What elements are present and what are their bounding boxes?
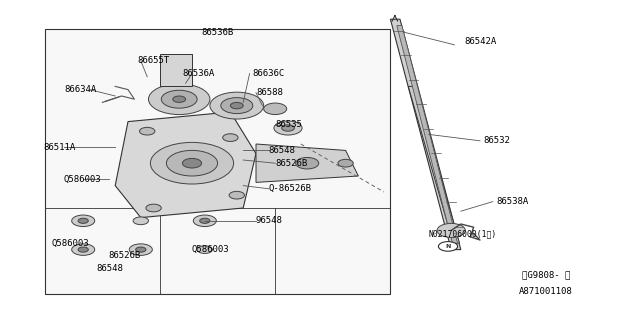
- Text: N: N: [445, 244, 451, 249]
- Text: Q586003: Q586003: [64, 175, 102, 184]
- Circle shape: [200, 218, 210, 223]
- Circle shape: [438, 242, 458, 251]
- Circle shape: [173, 96, 186, 102]
- Text: 86535: 86535: [275, 120, 302, 129]
- Circle shape: [230, 102, 243, 109]
- Circle shape: [274, 121, 302, 135]
- Text: Q-86526B: Q-86526B: [269, 184, 312, 193]
- Text: 86542A: 86542A: [464, 37, 496, 46]
- Text: Q586003: Q586003: [192, 245, 230, 254]
- Circle shape: [223, 134, 238, 141]
- Text: 86532: 86532: [483, 136, 510, 145]
- Circle shape: [72, 215, 95, 227]
- Text: 86636C: 86636C: [253, 69, 285, 78]
- Circle shape: [78, 218, 88, 223]
- Circle shape: [133, 217, 148, 225]
- Circle shape: [210, 92, 264, 119]
- Circle shape: [146, 204, 161, 212]
- Circle shape: [437, 223, 465, 237]
- Text: 86634A: 86634A: [64, 85, 96, 94]
- Bar: [45, 29, 390, 294]
- Circle shape: [78, 247, 88, 252]
- Circle shape: [282, 125, 294, 131]
- Circle shape: [140, 127, 155, 135]
- Circle shape: [182, 158, 202, 168]
- Circle shape: [161, 90, 197, 108]
- Circle shape: [338, 159, 353, 167]
- Circle shape: [221, 98, 253, 114]
- Text: 86548: 86548: [96, 264, 123, 273]
- Text: 86526B: 86526B: [109, 252, 141, 260]
- Text: N021706000(1　): N021706000(1 ): [429, 229, 497, 238]
- Circle shape: [136, 247, 146, 252]
- Circle shape: [72, 244, 95, 255]
- Text: Q586003: Q586003: [51, 239, 89, 248]
- Text: 86548: 86548: [269, 146, 296, 155]
- Text: （G9808- ）: （G9808- ）: [522, 271, 570, 280]
- Polygon shape: [115, 112, 256, 218]
- Circle shape: [264, 103, 287, 115]
- Circle shape: [229, 191, 244, 199]
- Text: 96548: 96548: [256, 216, 283, 225]
- Polygon shape: [408, 86, 460, 243]
- Polygon shape: [390, 19, 461, 250]
- Text: 86511A: 86511A: [44, 143, 76, 152]
- Text: A871001108: A871001108: [518, 287, 572, 296]
- Text: 86538A: 86538A: [496, 197, 528, 206]
- Circle shape: [150, 142, 234, 184]
- Text: 86588: 86588: [256, 88, 283, 97]
- Circle shape: [166, 150, 218, 176]
- Text: 86536A: 86536A: [182, 69, 214, 78]
- Polygon shape: [256, 144, 358, 182]
- Text: 86655T: 86655T: [138, 56, 170, 65]
- Circle shape: [129, 244, 152, 255]
- Circle shape: [193, 215, 216, 227]
- Circle shape: [296, 157, 319, 169]
- Circle shape: [197, 246, 212, 253]
- Text: 86536B: 86536B: [202, 28, 234, 36]
- Circle shape: [148, 84, 210, 115]
- Text: 86526B: 86526B: [275, 159, 307, 168]
- Polygon shape: [397, 26, 458, 243]
- Bar: [160, 54, 192, 86]
